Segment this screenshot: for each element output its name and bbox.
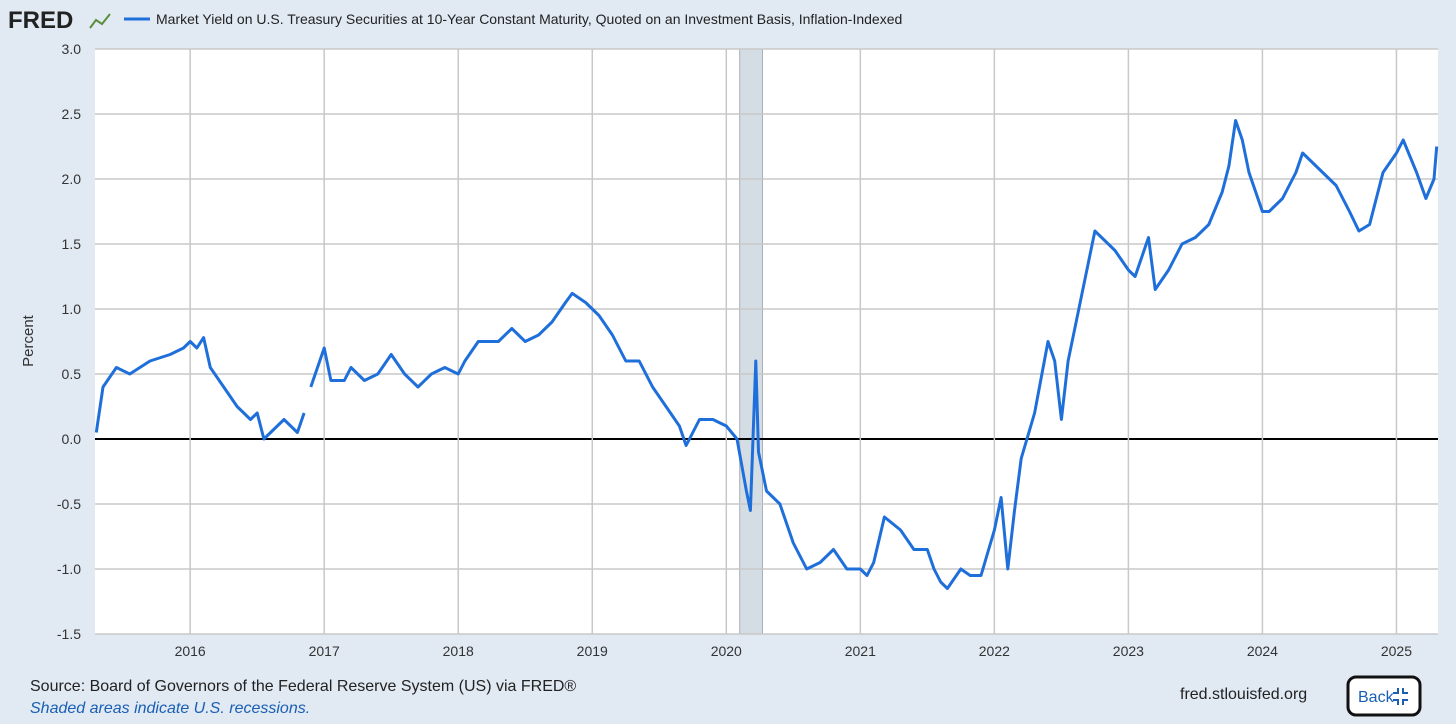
y-tick-label: 0.0 xyxy=(62,431,82,447)
x-tick-label: 2024 xyxy=(1247,643,1278,659)
logo: FRED xyxy=(8,7,73,34)
x-tick-label: 2018 xyxy=(443,643,474,659)
y-tick-label: 3.0 xyxy=(62,41,82,57)
y-tick-label: 1.5 xyxy=(62,236,82,252)
legend-label: Market Yield on U.S. Treasury Securities… xyxy=(156,11,902,27)
y-tick-label: 0.5 xyxy=(62,366,82,382)
back-button-frame[interactable] xyxy=(1346,675,1422,717)
logo-icon xyxy=(89,13,111,29)
x-tick-label: 2019 xyxy=(577,643,608,659)
series-line xyxy=(94,119,1439,590)
x-tick-label: 2025 xyxy=(1381,643,1412,659)
x-tick-label: 2022 xyxy=(979,643,1010,659)
plot-area xyxy=(95,49,1438,634)
x-tick-label: 2020 xyxy=(711,643,742,659)
x-tick-label: 2017 xyxy=(309,643,340,659)
y-tick-label: 1.0 xyxy=(62,301,82,317)
recession-band xyxy=(739,48,763,635)
source: Source: Board of Governors of the Federa… xyxy=(30,678,576,695)
x-tick-label: 2016 xyxy=(175,643,206,659)
back-button-icon[interactable] xyxy=(1393,688,1408,705)
site-url: fred.stlouisfed.org xyxy=(1180,686,1307,703)
x-tick-label: 2021 xyxy=(845,643,876,659)
recession-note: Shaded areas indicate U.S. recessions. xyxy=(30,700,310,717)
y-tick-label: 2.0 xyxy=(62,171,82,187)
y-axis-label: Percent xyxy=(20,314,37,367)
y-tick-label: -1.5 xyxy=(57,626,81,642)
y-tick-label: -0.5 xyxy=(57,496,81,512)
y-tick-label: 2.5 xyxy=(62,106,82,122)
back-button-label[interactable]: Back xyxy=(1358,689,1395,706)
back-button[interactable]: Back xyxy=(1346,675,1422,717)
x-tick-label: 2023 xyxy=(1113,643,1144,659)
y-tick-label: -1.0 xyxy=(57,561,81,577)
